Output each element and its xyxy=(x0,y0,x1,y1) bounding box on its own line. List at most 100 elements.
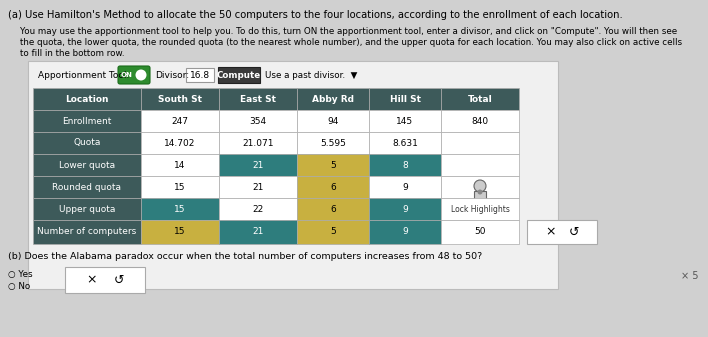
Text: (a) Use Hamilton's Method to allocate the 50 computers to the four locations, ac: (a) Use Hamilton's Method to allocate th… xyxy=(8,10,623,20)
Text: 15: 15 xyxy=(174,205,185,214)
Text: 50: 50 xyxy=(474,227,486,237)
Bar xyxy=(141,154,219,176)
Text: East St: East St xyxy=(240,94,276,103)
Bar xyxy=(28,61,558,289)
Bar xyxy=(218,67,260,83)
Bar xyxy=(297,220,369,244)
Bar xyxy=(219,220,297,244)
Text: Upper quota: Upper quota xyxy=(59,205,115,214)
Bar xyxy=(219,132,297,154)
Text: Location: Location xyxy=(65,94,109,103)
Circle shape xyxy=(474,180,486,192)
Text: 354: 354 xyxy=(249,117,267,125)
Bar xyxy=(33,88,141,110)
Text: You may use the apportionment tool to help you. To do this, turn ON the apportio: You may use the apportionment tool to he… xyxy=(20,27,677,36)
Bar xyxy=(65,267,145,293)
Bar xyxy=(33,220,141,244)
Text: ↺: ↺ xyxy=(569,225,579,239)
Text: 8: 8 xyxy=(402,160,408,170)
Text: 21.071: 21.071 xyxy=(242,139,274,148)
Text: ○ No: ○ No xyxy=(8,282,30,291)
Bar xyxy=(441,176,519,198)
Text: 8.631: 8.631 xyxy=(392,139,418,148)
Bar xyxy=(141,110,219,132)
Text: 21: 21 xyxy=(252,160,263,170)
Bar xyxy=(441,110,519,132)
Bar xyxy=(33,154,141,176)
Text: 22: 22 xyxy=(252,205,263,214)
Text: Use a past divisor.  ▼: Use a past divisor. ▼ xyxy=(265,70,358,80)
Text: 14.702: 14.702 xyxy=(164,139,195,148)
Text: Lower quota: Lower quota xyxy=(59,160,115,170)
Circle shape xyxy=(135,69,147,81)
Bar xyxy=(297,132,369,154)
Bar xyxy=(441,88,519,110)
Text: ×: × xyxy=(545,225,555,239)
Bar xyxy=(297,154,369,176)
Text: Lock Highlights: Lock Highlights xyxy=(450,205,510,214)
Text: 14: 14 xyxy=(174,160,185,170)
Bar xyxy=(186,68,214,82)
Bar xyxy=(527,220,597,244)
Bar xyxy=(219,198,297,220)
Bar xyxy=(219,110,297,132)
Text: 6: 6 xyxy=(330,205,336,214)
Text: × 5: × 5 xyxy=(681,271,699,281)
Circle shape xyxy=(477,189,482,194)
Bar xyxy=(369,154,441,176)
Text: 5: 5 xyxy=(330,160,336,170)
Bar xyxy=(369,110,441,132)
Bar xyxy=(33,198,141,220)
Bar xyxy=(369,176,441,198)
Bar xyxy=(141,198,219,220)
Bar xyxy=(441,154,519,176)
Text: 5: 5 xyxy=(330,227,336,237)
Text: 16.8: 16.8 xyxy=(190,70,210,80)
Text: 5.595: 5.595 xyxy=(320,139,346,148)
Text: Apportionment Tool:: Apportionment Tool: xyxy=(38,70,130,80)
Text: 9: 9 xyxy=(402,227,408,237)
Text: Compute: Compute xyxy=(217,70,261,80)
Text: to fill in the bottom row.: to fill in the bottom row. xyxy=(20,49,125,58)
Bar xyxy=(141,88,219,110)
Bar xyxy=(369,198,441,220)
Text: South St: South St xyxy=(158,94,202,103)
Text: 15: 15 xyxy=(174,227,185,237)
Bar xyxy=(141,132,219,154)
Text: Divisor:: Divisor: xyxy=(155,70,189,80)
Text: ×: × xyxy=(86,274,97,286)
Text: 9: 9 xyxy=(402,183,408,191)
Text: Rounded quota: Rounded quota xyxy=(52,183,122,191)
Text: Number of computers: Number of computers xyxy=(38,227,137,237)
Bar xyxy=(219,154,297,176)
Text: Quota: Quota xyxy=(74,139,101,148)
Bar xyxy=(297,198,369,220)
Text: ON: ON xyxy=(121,72,133,78)
Bar xyxy=(297,110,369,132)
Text: the quota, the lower quota, the rounded quota (to the nearest whole number), and: the quota, the lower quota, the rounded … xyxy=(20,38,682,47)
Text: Hill St: Hill St xyxy=(389,94,421,103)
Text: (b) Does the Alabama paradox occur when the total number of computers increases : (b) Does the Alabama paradox occur when … xyxy=(8,252,482,261)
Bar xyxy=(33,176,141,198)
FancyBboxPatch shape xyxy=(118,66,150,84)
Text: 840: 840 xyxy=(472,117,489,125)
Bar xyxy=(297,176,369,198)
Bar xyxy=(219,88,297,110)
Text: 145: 145 xyxy=(396,117,413,125)
Text: 94: 94 xyxy=(327,117,338,125)
Bar xyxy=(297,88,369,110)
Text: Total: Total xyxy=(467,94,492,103)
Text: 21: 21 xyxy=(252,183,263,191)
Bar xyxy=(369,132,441,154)
Bar xyxy=(441,198,519,220)
Text: 247: 247 xyxy=(171,117,188,125)
Text: 9: 9 xyxy=(402,205,408,214)
Text: 21: 21 xyxy=(252,227,263,237)
Bar xyxy=(141,220,219,244)
Bar xyxy=(369,88,441,110)
Bar xyxy=(441,220,519,244)
Text: 6: 6 xyxy=(330,183,336,191)
Text: ○ Yes: ○ Yes xyxy=(8,270,33,279)
Bar xyxy=(474,191,486,199)
Text: 15: 15 xyxy=(174,183,185,191)
